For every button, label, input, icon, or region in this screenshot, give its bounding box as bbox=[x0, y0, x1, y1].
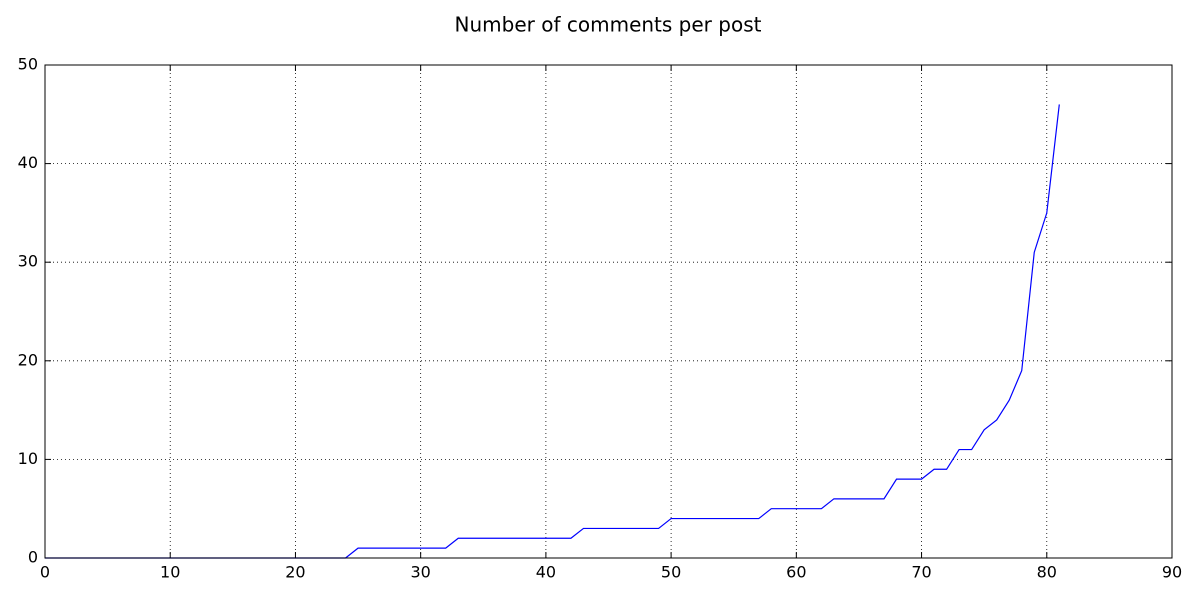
y-tick-label: 50 bbox=[18, 55, 38, 74]
plot-frame bbox=[44, 64, 1173, 559]
chart-title: Number of comments per post bbox=[455, 13, 762, 37]
x-tick-label: 80 bbox=[1037, 563, 1057, 582]
y-tick-label: 0 bbox=[28, 548, 38, 567]
x-tick-label: 10 bbox=[160, 563, 180, 582]
y-tick-label: 30 bbox=[18, 252, 38, 271]
x-tick-label: 70 bbox=[911, 563, 931, 582]
line-series bbox=[45, 104, 1060, 559]
y-tick-label: 10 bbox=[18, 449, 38, 468]
x-tick-label: 40 bbox=[536, 563, 556, 582]
x-tick-label: 0 bbox=[40, 563, 50, 582]
y-tick-label: 20 bbox=[18, 350, 38, 369]
x-tick-label: 90 bbox=[1162, 563, 1182, 582]
x-tick-label: 20 bbox=[285, 563, 305, 582]
x-tick-label: 60 bbox=[786, 563, 806, 582]
y-tick-label: 40 bbox=[18, 153, 38, 172]
x-tick-label: 30 bbox=[410, 563, 430, 582]
x-tick-label: 50 bbox=[661, 563, 681, 582]
